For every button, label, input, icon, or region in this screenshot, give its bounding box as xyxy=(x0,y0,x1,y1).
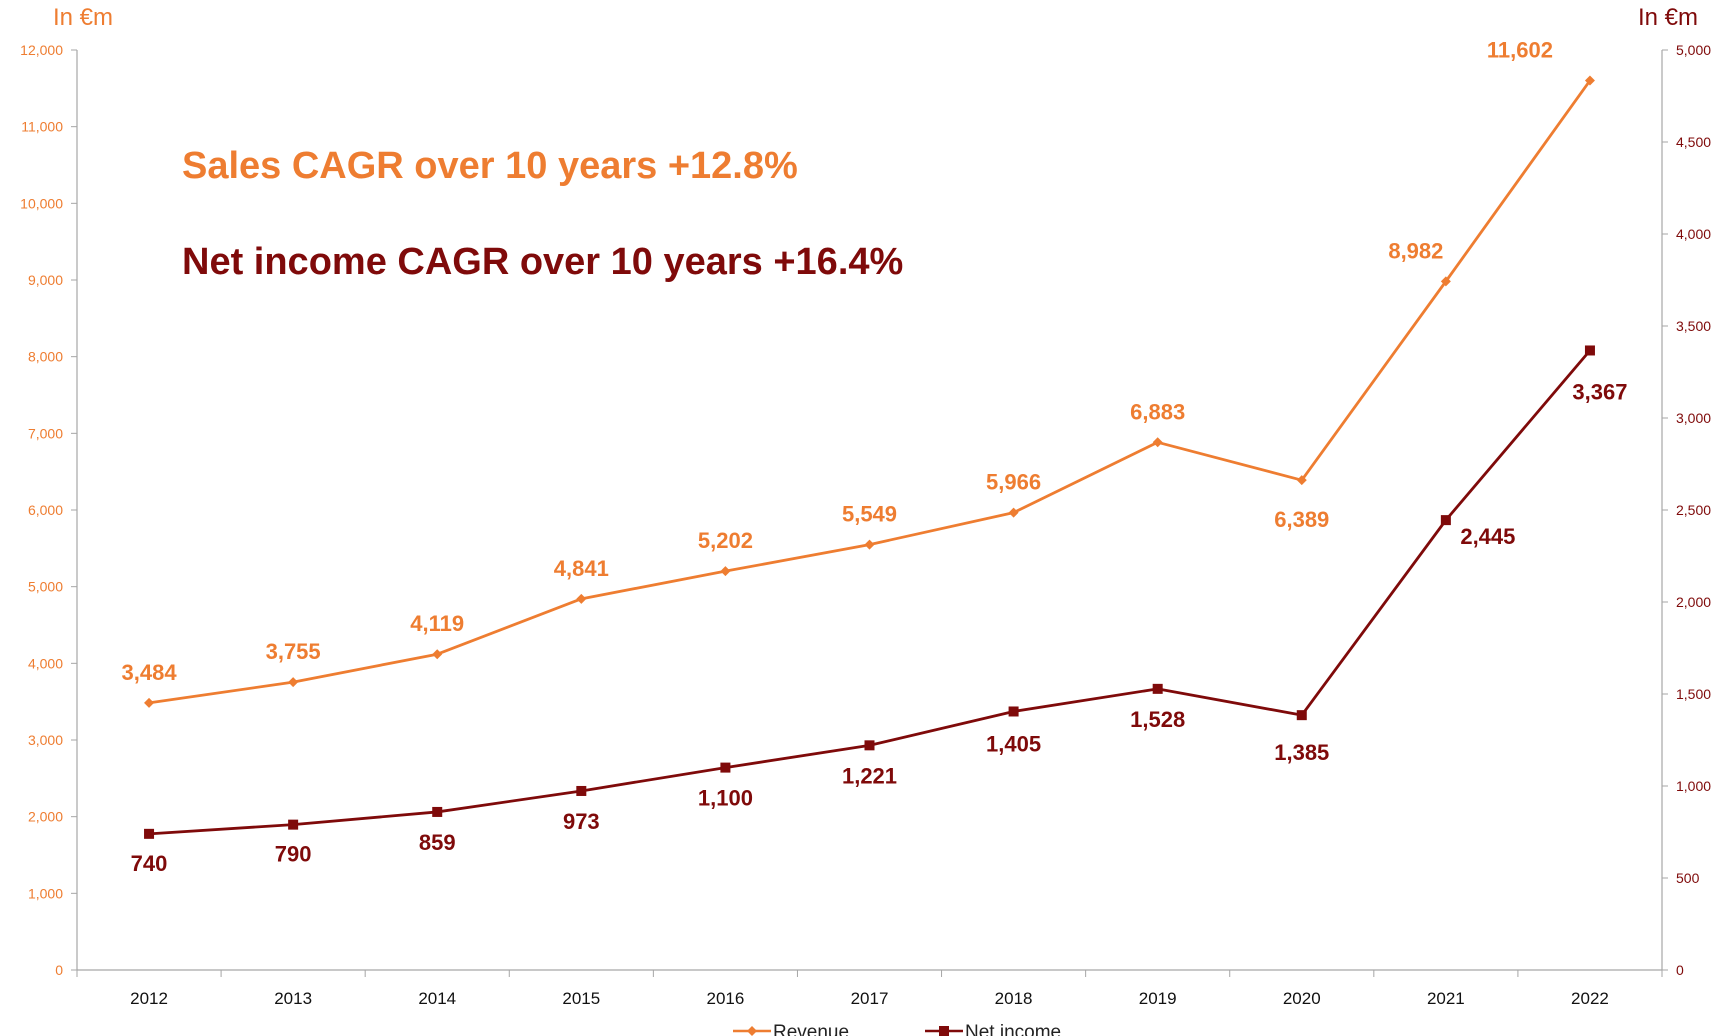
net-income-point xyxy=(1152,683,1163,694)
net-income-data-label: 790 xyxy=(275,842,312,867)
revenue-point xyxy=(720,566,731,577)
revenue-point xyxy=(1440,276,1451,287)
right-axis-unit-label: In €m xyxy=(1638,4,1698,31)
x-tick-label: 2017 xyxy=(851,989,889,1008)
left-axis-unit-label: In €m xyxy=(53,4,113,31)
revenue-point xyxy=(576,593,587,604)
left-tick-label: 1,000 xyxy=(28,885,63,901)
left-tick-label: 8,000 xyxy=(28,349,63,365)
legend-net-income-marker xyxy=(939,1026,949,1036)
revenue-point xyxy=(1584,75,1595,86)
right-tick-label: 0 xyxy=(1676,962,1684,978)
x-tick-label: 2016 xyxy=(706,989,744,1008)
right-tick-label: 3,000 xyxy=(1676,410,1711,426)
net-income-data-label: 859 xyxy=(419,830,456,855)
net-income-data-label: 1,221 xyxy=(842,763,897,788)
revenue-data-label: 3,484 xyxy=(122,660,178,685)
left-tick-label: 5,000 xyxy=(28,579,63,595)
net-income-point xyxy=(576,785,587,796)
legend-revenue-label: Revenue xyxy=(773,1022,849,1036)
x-tick-label: 2014 xyxy=(418,989,456,1008)
left-tick-label: 6,000 xyxy=(28,502,63,518)
net-income-data-label: 1,528 xyxy=(1130,707,1185,732)
net-income-cagr-annotation: Net income CAGR over 10 years +16.4% xyxy=(182,241,903,283)
net-income-data-label: 973 xyxy=(563,809,600,834)
x-tick-label: 2013 xyxy=(274,989,312,1008)
net-income-point xyxy=(144,828,155,839)
revenue-data-label: 8,982 xyxy=(1388,238,1443,263)
left-tick-label: 2,000 xyxy=(28,809,63,825)
x-tick-label: 2020 xyxy=(1283,989,1321,1008)
x-tick-label: 2015 xyxy=(562,989,600,1008)
left-tick-label: 11,000 xyxy=(21,119,63,135)
revenue-data-label: 4,119 xyxy=(410,611,464,636)
legend-revenue-marker xyxy=(747,1026,757,1036)
net-income-data-label: 1,100 xyxy=(698,786,753,811)
net-income-point xyxy=(1296,710,1307,721)
left-tick-label: 4,000 xyxy=(28,655,63,671)
revenue-point xyxy=(1296,475,1307,486)
legend-net-income-label: Net income xyxy=(965,1022,1061,1036)
right-tick-label: 3,500 xyxy=(1676,318,1711,334)
left-tick-label: 0 xyxy=(55,962,63,978)
right-tick-label: 5,000 xyxy=(1676,42,1711,58)
series-layer xyxy=(144,75,1595,839)
x-tick-label: 2022 xyxy=(1571,989,1609,1008)
net-income-point xyxy=(432,806,443,817)
net-income-data-label: 740 xyxy=(131,851,168,876)
right-tick-label: 1,500 xyxy=(1676,686,1711,702)
legend: Revenue Net income xyxy=(733,1022,1061,1036)
net-income-data-label: 1,405 xyxy=(986,731,1041,756)
revenue-data-label: 5,549 xyxy=(842,502,897,527)
net-income-line xyxy=(148,349,1592,836)
right-tick-label: 1,000 xyxy=(1676,778,1711,794)
left-tick-label: 3,000 xyxy=(28,732,63,748)
net-income-data-label: 2,445 xyxy=(1460,524,1515,549)
revenue-data-label: 4,841 xyxy=(554,556,609,581)
right-tick-label: 2,500 xyxy=(1676,502,1711,518)
x-tick-label: 2018 xyxy=(995,989,1033,1008)
net-income-point xyxy=(288,819,299,830)
revenue-data-label: 11,602 xyxy=(1487,38,1553,63)
x-tick-label: 2012 xyxy=(130,989,168,1008)
net-income-point xyxy=(1440,515,1451,526)
revenue-data-label: 5,966 xyxy=(986,470,1041,495)
data-labels: 3,484 3,755 4,119 4,841 5,202 5,549 5,966 6,883… xyxy=(122,38,1628,876)
x-tick-label: 2021 xyxy=(1427,989,1465,1008)
left-tick-label: 12,000 xyxy=(20,42,63,58)
net-income-point xyxy=(1008,706,1019,717)
left-tick-label: 7,000 xyxy=(28,425,63,441)
revenue-point xyxy=(288,677,299,688)
revenue-data-label: 6,883 xyxy=(1130,399,1185,424)
right-tick-label: 500 xyxy=(1676,870,1700,886)
revenue-data-label: 6,389 xyxy=(1274,507,1329,532)
net-income-point xyxy=(1584,345,1595,356)
revenue-point xyxy=(1008,507,1019,518)
revenue-data-label: 3,755 xyxy=(266,639,321,664)
net-income-data-label: 3,367 xyxy=(1572,379,1627,404)
revenue-point xyxy=(144,697,155,708)
net-income-point xyxy=(720,762,731,773)
revenue-point xyxy=(432,649,443,660)
right-tick-label: 4,500 xyxy=(1676,134,1711,150)
net-income-data-label: 1,385 xyxy=(1274,740,1329,765)
revenue-data-label: 5,202 xyxy=(698,528,753,553)
axes: 0 1,000 2,000 3,000 4,000 5,000 6,000 7,000 8,00… xyxy=(20,42,1711,1008)
right-tick-label: 4,000 xyxy=(1676,226,1711,242)
x-tick-label: 2019 xyxy=(1139,989,1177,1008)
left-tick-label: 9,000 xyxy=(28,272,63,288)
legend-item-revenue: Revenue xyxy=(733,1022,849,1036)
legend-item-net-income: Net income xyxy=(925,1022,1061,1036)
revenue-point xyxy=(864,539,875,550)
revenue-point xyxy=(1152,437,1163,448)
right-tick-label: 2,000 xyxy=(1676,594,1711,610)
sales-cagr-annotation: Sales CAGR over 10 years +12.8% xyxy=(182,145,798,187)
net-income-point xyxy=(864,740,875,751)
left-tick-label: 10,000 xyxy=(20,195,63,211)
